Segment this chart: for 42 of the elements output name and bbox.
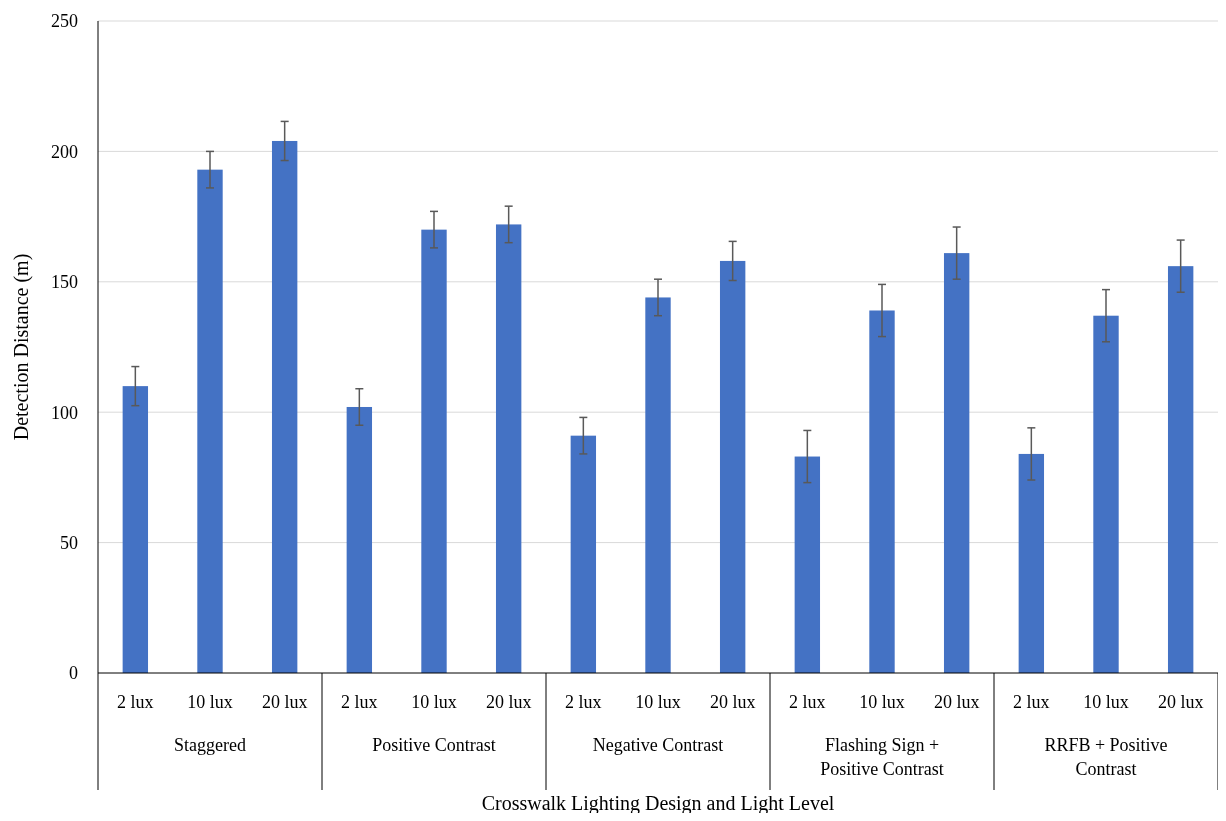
bar bbox=[1167, 266, 1194, 673]
y-tick-label: 50 bbox=[60, 532, 78, 553]
x-tick-label: 10 lux bbox=[187, 692, 233, 712]
bar bbox=[1093, 315, 1119, 673]
bar bbox=[1018, 453, 1045, 673]
bar bbox=[570, 435, 597, 673]
text: Positive Contrast bbox=[372, 735, 496, 755]
x-tick-label: 2 lux bbox=[1013, 692, 1050, 712]
text: RRFB + Positive Contrast bbox=[1044, 735, 1168, 779]
bar bbox=[869, 310, 895, 673]
y-tick-label: 150 bbox=[51, 272, 78, 293]
x-tick-label: 2 lux bbox=[789, 692, 826, 712]
y-tick-label: 250 bbox=[51, 11, 78, 32]
x-tick-label: 20 lux bbox=[933, 692, 980, 712]
bar bbox=[943, 253, 970, 673]
text: Flashing Sign + Positive Contrast bbox=[820, 735, 944, 779]
bar bbox=[495, 224, 522, 673]
bar bbox=[122, 386, 149, 673]
bar bbox=[645, 297, 671, 673]
x-tick-label: 20 lux bbox=[1157, 692, 1204, 712]
x-tick-label: 20 lux bbox=[261, 692, 308, 712]
y-tick-label: 200 bbox=[51, 141, 78, 162]
text: Negative Contrast bbox=[592, 735, 724, 755]
x-tick-label: 10 lux bbox=[411, 692, 457, 712]
x-tick-label: 20 lux bbox=[709, 692, 756, 712]
bar bbox=[421, 229, 447, 673]
bar bbox=[271, 140, 298, 673]
x-tick-label: 2 lux bbox=[341, 692, 378, 712]
x-tick-label: 2 lux bbox=[117, 692, 154, 712]
y-tick-label: 0 bbox=[69, 663, 78, 684]
x-tick-label: 10 lux bbox=[1083, 692, 1129, 712]
y-axis-title: Detection Distance (m) bbox=[10, 253, 33, 441]
text: Staggered bbox=[174, 735, 246, 755]
bar bbox=[794, 456, 821, 673]
y-tick-label: 100 bbox=[51, 402, 78, 423]
x-tick-label: 10 lux bbox=[635, 692, 681, 712]
x-tick-label: 10 lux bbox=[859, 692, 905, 712]
bar bbox=[346, 406, 373, 673]
bar bbox=[197, 169, 223, 673]
x-tick-label: 20 lux bbox=[485, 692, 532, 712]
bar bbox=[719, 260, 746, 673]
x-tick-label: 2 lux bbox=[565, 692, 602, 712]
